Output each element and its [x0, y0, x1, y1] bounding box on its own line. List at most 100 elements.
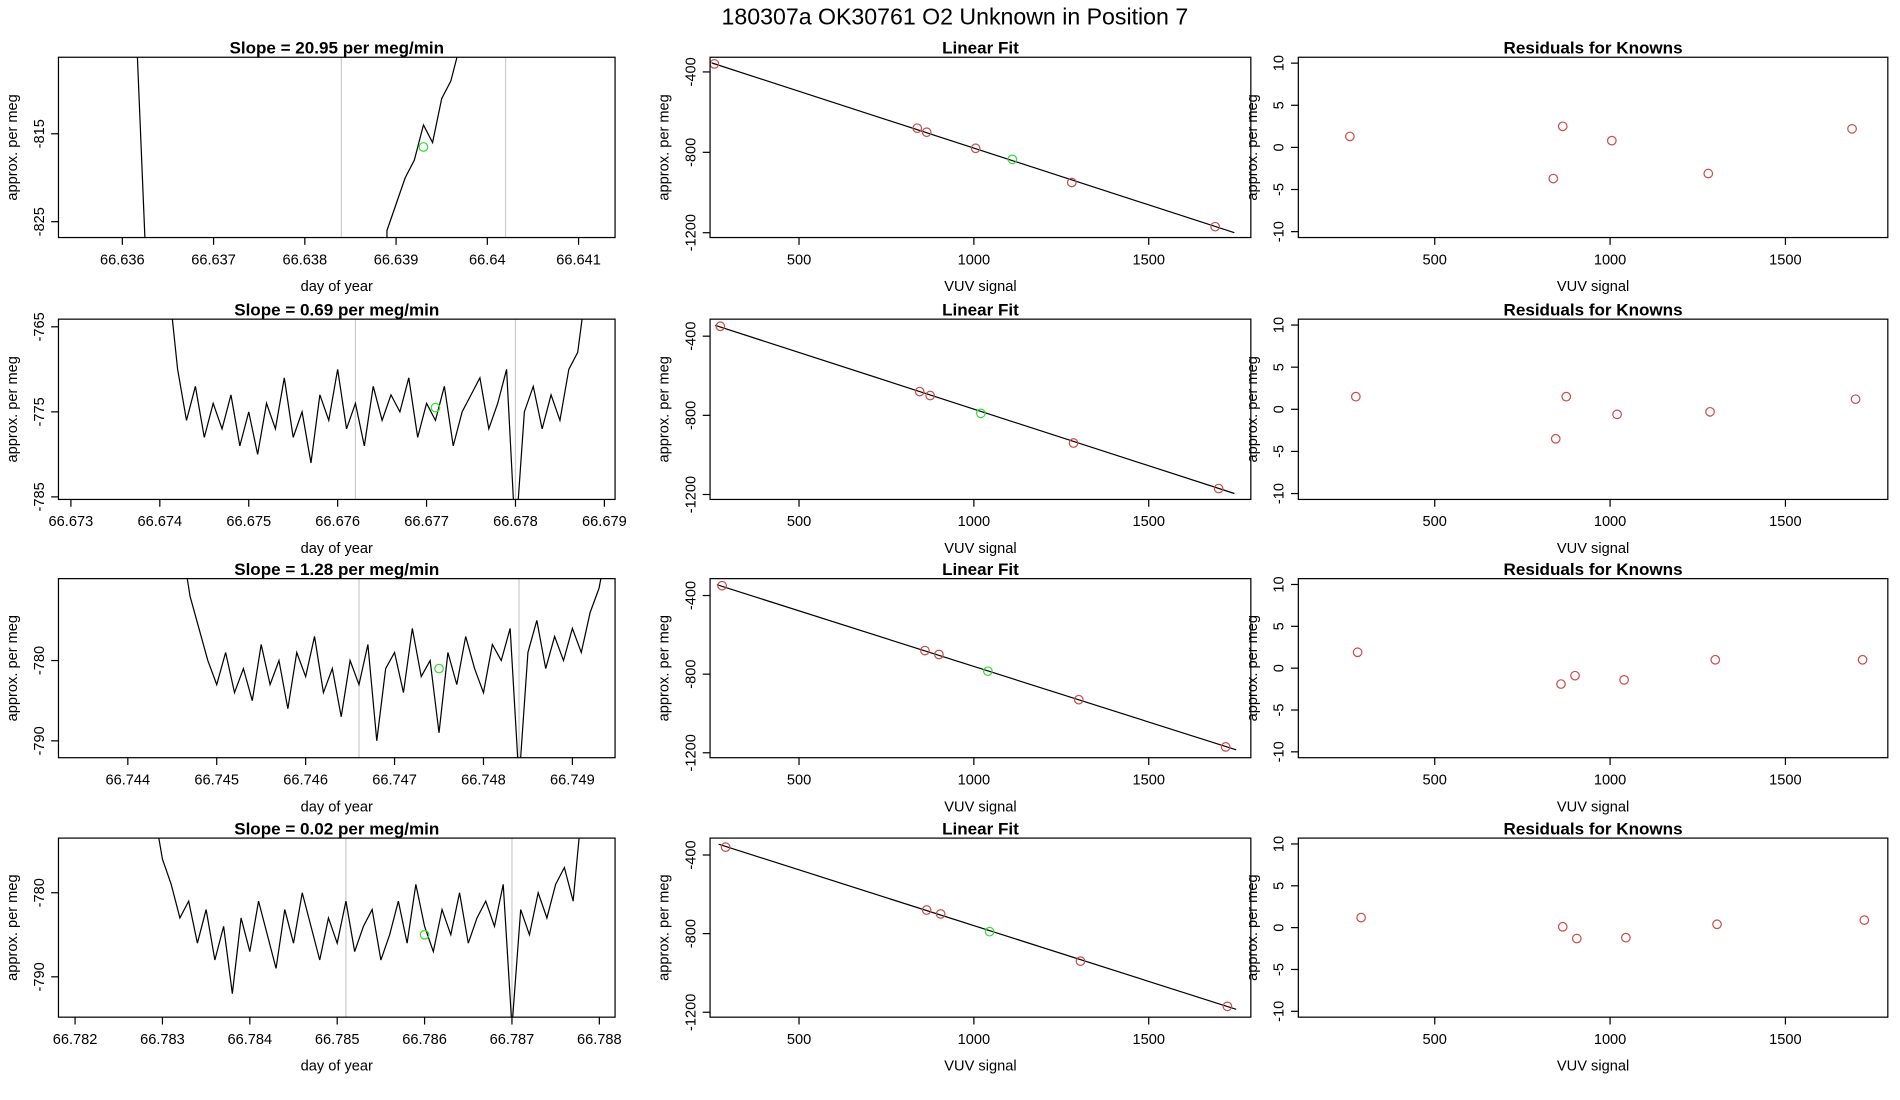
- x-tick-label: 66.749: [550, 772, 595, 788]
- y-tick-label: -400: [683, 322, 699, 351]
- x-tick-label: 1000: [1594, 1032, 1627, 1048]
- panel: Residuals for Knowns VUV signal approx. pe…: [1245, 560, 1889, 815]
- y-tick-label: -815: [32, 119, 48, 148]
- x-axis-label: VUV signal: [944, 799, 1016, 815]
- point: [1213, 483, 1224, 494]
- x-tick-label: 66.786: [402, 1032, 447, 1048]
- panel: Residuals for Knowns VUV signal approx. pe…: [1245, 301, 1889, 557]
- x-tick-label: 1500: [1769, 772, 1802, 788]
- y-tick-label: -10: [1272, 221, 1288, 242]
- y-tick-label: -1200: [683, 476, 699, 513]
- point: [1210, 221, 1221, 232]
- y-tick-label: -10: [1272, 1001, 1288, 1022]
- x-axis-label: VUV signal: [944, 1059, 1016, 1075]
- panel: Linear Fit VUV signal approx. per meg 500 10…: [657, 560, 1252, 815]
- x-tick-label: 500: [787, 772, 811, 788]
- x-tick-label: 66.747: [372, 772, 417, 788]
- x-tick-label: 66.677: [404, 514, 449, 530]
- point: [1222, 1001, 1233, 1012]
- x-tick-label: 500: [1423, 252, 1447, 268]
- plot-frame: [1297, 578, 1889, 759]
- point: [1703, 168, 1714, 179]
- x-tick-label: 66.746: [283, 772, 328, 788]
- y-tick-label: -825: [32, 207, 48, 236]
- point: [1356, 912, 1366, 923]
- point: [1073, 694, 1084, 705]
- y-tick-label: 5: [1272, 882, 1288, 890]
- x-tick-label: 500: [1423, 514, 1447, 530]
- y-tick-label: -1200: [683, 214, 699, 251]
- plot-frame: [57, 318, 616, 501]
- panel-title: Residuals for Knowns: [1504, 560, 1683, 579]
- y-axis-label: approx. per meg: [5, 94, 21, 200]
- y-tick-label: 0: [1272, 405, 1288, 413]
- unknown-point: [418, 142, 429, 152]
- x-tick-label: 1000: [1594, 514, 1627, 530]
- point: [1850, 394, 1861, 405]
- y-tick-label: 10: [1272, 55, 1288, 71]
- plot-area: [136, 57, 507, 238]
- panel-title: Linear Fit: [942, 301, 1019, 320]
- point: [1859, 915, 1870, 925]
- y-tick-label: -775: [32, 397, 48, 426]
- unknown-point: [984, 926, 995, 937]
- x-axis-label: VUV signal: [1557, 799, 1629, 815]
- panel: Residuals for Knowns VUV signal approx. pe…: [1245, 819, 1889, 1075]
- y-axis-label: approx. per meg: [657, 356, 673, 462]
- panel: Slope = 0.69 per meg/min day of year appro…: [5, 301, 627, 558]
- panel: Slope = 0.02 per meg/min day of year appro…: [5, 819, 622, 1075]
- y-tick-label: -800: [683, 660, 699, 689]
- plot-area: [186, 578, 602, 758]
- plot-area: [714, 321, 1235, 495]
- x-tick-label: 66.744: [105, 772, 150, 788]
- x-tick-label: 66.676: [315, 514, 360, 530]
- x-tick-label: 66.637: [191, 252, 236, 268]
- point: [717, 580, 727, 591]
- y-axis-label: approx. per meg: [657, 874, 673, 980]
- y-axis-label: approx. per meg: [657, 615, 673, 721]
- y-axis-label: approx. per meg: [5, 356, 21, 462]
- x-axis-label: VUV signal: [944, 279, 1016, 295]
- y-tick-label: 5: [1272, 363, 1288, 371]
- plot-frame: [709, 578, 1252, 759]
- x-tick-label: 66.64: [469, 252, 506, 268]
- x-tick-label: 1500: [1132, 252, 1165, 268]
- panel-title: Residuals for Knowns: [1504, 301, 1683, 320]
- x-tick-label: 66.748: [461, 772, 506, 788]
- y-axis-label: approx. per meg: [5, 874, 21, 980]
- x-tick-label: 66.674: [137, 514, 182, 530]
- y-tick-label: 10: [1272, 317, 1288, 333]
- y-tick-label: -800: [683, 919, 699, 948]
- panel-title: Slope = 20.95 per meg/min: [229, 39, 444, 58]
- point: [1557, 921, 1568, 932]
- y-tick-label: -1200: [683, 994, 699, 1031]
- point: [1556, 679, 1566, 689]
- y-tick-label: -785: [32, 482, 48, 511]
- y-tick-label: -800: [683, 401, 699, 430]
- unknown-point: [1007, 154, 1018, 165]
- x-tick-label: 500: [787, 514, 811, 530]
- x-tick-label: 66.639: [374, 252, 419, 268]
- x-tick-label: 1000: [958, 1032, 991, 1048]
- point: [1705, 406, 1715, 417]
- point: [1612, 409, 1622, 420]
- point: [1606, 135, 1617, 146]
- panel-title: Slope = 0.69 per meg/min: [234, 301, 439, 320]
- point: [921, 127, 932, 138]
- point: [1075, 956, 1086, 967]
- y-tick-label: 10: [1272, 576, 1288, 592]
- y-tick-label: 0: [1272, 143, 1288, 151]
- y-tick-label: -790: [32, 962, 48, 991]
- plot-area: [1352, 647, 1868, 689]
- data-line: [158, 838, 580, 1018]
- y-tick-label: -5: [1272, 963, 1288, 976]
- plot-area: [710, 59, 1235, 234]
- y-axis-label: approx. per meg: [1245, 356, 1261, 462]
- x-tick-label: 66.636: [100, 252, 145, 268]
- x-axis-label: day of year: [301, 1059, 373, 1075]
- point: [720, 842, 731, 853]
- x-tick-label: 1000: [1594, 772, 1627, 788]
- panel: Slope = 1.28 per meg/min day of year appro…: [5, 560, 616, 815]
- point: [1548, 173, 1559, 184]
